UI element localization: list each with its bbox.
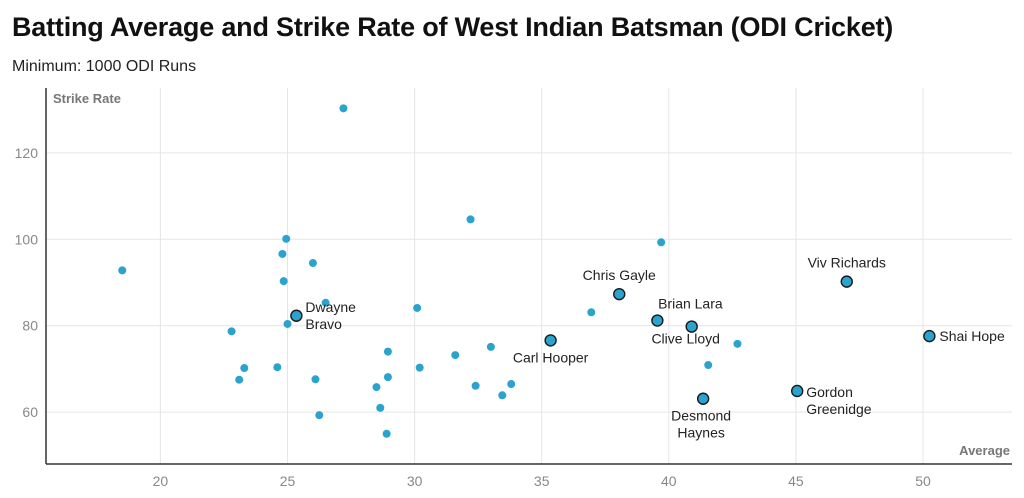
data-point xyxy=(451,351,460,360)
data-point xyxy=(471,381,480,390)
x-tick-label: 20 xyxy=(153,473,169,489)
highlighted-data-point xyxy=(790,384,804,398)
y-tick-label: 80 xyxy=(22,318,38,334)
data-point xyxy=(308,259,317,268)
highlighted-data-point xyxy=(613,287,626,301)
data-point xyxy=(273,363,282,372)
point-label: Chris Gayle xyxy=(583,267,656,283)
data-point xyxy=(315,411,324,420)
grid-lines xyxy=(46,88,1012,464)
point-label: Carl Hooper xyxy=(513,349,589,365)
data-point xyxy=(321,298,330,307)
data-point xyxy=(382,429,391,438)
data-point xyxy=(227,327,236,336)
data-point xyxy=(507,380,516,389)
data-point xyxy=(466,215,475,224)
highlighted-data-point xyxy=(544,334,557,347)
y-tick-label: 120 xyxy=(15,145,39,161)
data-point xyxy=(486,342,495,351)
point-label: Viv Richards xyxy=(808,255,886,271)
x-tick-label: 50 xyxy=(915,473,931,489)
axis-ticks: 20 25 30 35 40 45 50 60 80 100 120 xyxy=(15,145,931,489)
data-point xyxy=(118,266,127,275)
chart-subtitle: Minimum: 1000 ODI Runs xyxy=(12,58,197,75)
highlighted-data-point xyxy=(923,329,936,343)
x-axis-title: Average xyxy=(959,443,1010,458)
point-label: Dwayne Bravo xyxy=(305,299,356,332)
data-point xyxy=(311,375,320,384)
point-label: Desmond Haynes xyxy=(671,408,731,441)
data-point xyxy=(283,319,292,328)
highlighted-data-point xyxy=(840,275,853,288)
data-point xyxy=(376,403,385,412)
x-tick-label: 45 xyxy=(788,473,804,489)
y-tick-label: 100 xyxy=(15,231,39,247)
highlighted-data-point xyxy=(651,314,664,327)
y-axis-title: Strike Rate xyxy=(53,91,121,106)
data-point xyxy=(279,277,288,286)
data-point xyxy=(240,364,249,373)
highlighted-data-point xyxy=(685,320,698,333)
x-tick-label: 25 xyxy=(280,473,296,489)
data-point xyxy=(587,308,596,317)
data-point xyxy=(383,347,392,356)
data-point xyxy=(413,303,422,312)
x-tick-label: 30 xyxy=(407,473,423,489)
data-point xyxy=(339,104,348,113)
point-label: Brian Lara xyxy=(658,296,723,312)
point-label: Clive Lloyd xyxy=(651,331,719,347)
chart-title: Batting Average and Strike Rate of West … xyxy=(12,12,894,42)
data-point xyxy=(657,238,666,247)
highlighted-data-point xyxy=(290,309,303,322)
x-tick-label: 40 xyxy=(661,473,677,489)
y-tick-label: 60 xyxy=(22,404,38,420)
x-tick-label: 35 xyxy=(534,473,550,489)
data-point xyxy=(278,249,287,258)
point-label: Shai Hope xyxy=(939,328,1005,344)
data-point xyxy=(704,361,713,370)
data-point xyxy=(372,383,381,392)
data-point xyxy=(282,234,291,243)
data-point xyxy=(498,391,507,400)
point-label: Gordon Greenidge xyxy=(806,384,872,417)
data-point xyxy=(415,363,424,372)
data-point xyxy=(733,339,742,348)
data-point xyxy=(235,375,244,384)
highlighted-data-point xyxy=(696,392,710,405)
data-point xyxy=(383,373,392,382)
data-points xyxy=(118,104,936,438)
